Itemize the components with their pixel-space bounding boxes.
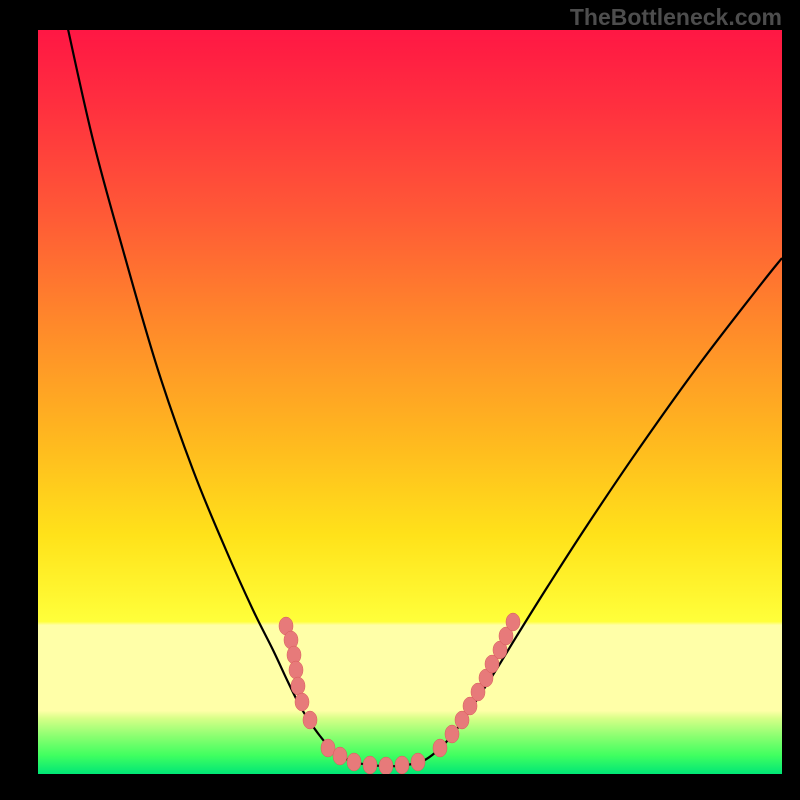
curve-layer: [38, 30, 782, 774]
data-dot: [395, 756, 409, 774]
data-dot: [295, 693, 309, 711]
data-dot: [363, 756, 377, 774]
data-dot: [289, 661, 303, 679]
data-dot: [445, 725, 459, 743]
watermark-text: TheBottleneck.com: [570, 4, 782, 31]
data-dot: [291, 677, 305, 695]
data-dot: [411, 753, 425, 771]
v-curve: [66, 30, 782, 766]
data-dot: [347, 753, 361, 771]
chart-container: TheBottleneck.com: [0, 0, 800, 800]
data-dot: [333, 747, 347, 765]
data-dots: [279, 613, 520, 774]
data-dot: [379, 757, 393, 774]
data-dot: [303, 711, 317, 729]
data-dot: [506, 613, 520, 631]
plot-area: [38, 30, 782, 774]
data-dot: [433, 739, 447, 757]
